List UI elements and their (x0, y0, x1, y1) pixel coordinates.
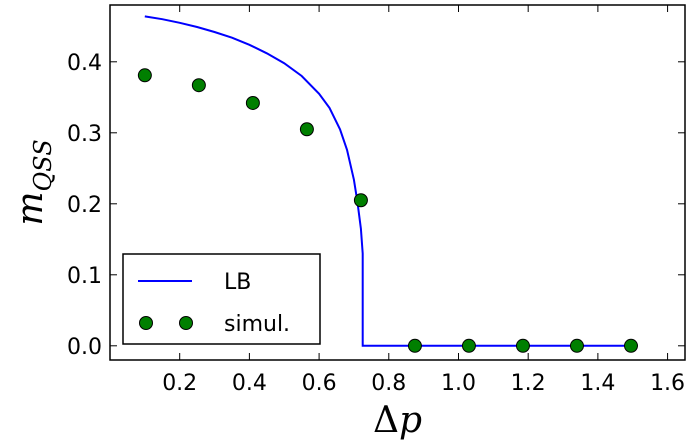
plot-frame (109, 4, 686, 361)
y-tick-label: 0.3 (67, 122, 102, 147)
legend-box (122, 253, 321, 345)
series-line-lb (144, 15, 633, 347)
data-point-simul (569, 338, 584, 353)
data-point-simul (353, 193, 368, 208)
x-tick-label: 1.2 (511, 371, 546, 396)
y-tick-label: 0.2 (67, 193, 102, 218)
y-tick-label: 0.1 (67, 264, 102, 289)
x-tick-label: 0.2 (162, 371, 197, 396)
x-tick-label: 1.0 (441, 371, 476, 396)
x-tick-label: 1.6 (650, 371, 685, 396)
legend: LB simul. (122, 253, 321, 345)
y-tick-label: 0.4 (67, 51, 102, 76)
legend-label-simul: simul. (224, 312, 290, 337)
y-axis-label: mQSS (10, 139, 57, 225)
data-point-simul (623, 338, 638, 353)
data-point-simul (461, 338, 476, 353)
x-axis-label: Δp (373, 400, 422, 441)
legend-label-lb: LB (224, 270, 251, 295)
x-tick-label: 0.6 (302, 371, 337, 396)
tick-labels: 0.2 0.4 0.6 0.8 1.0 1.2 1.4 1.6 0.0 0.1 0.2 0.3 0.4 (67, 51, 685, 396)
x-tick-label: 0.4 (232, 371, 267, 396)
data-point-simul (245, 95, 260, 110)
data-point-simul (407, 338, 422, 353)
legend-marker-swatch (139, 316, 153, 330)
legend-marker-swatch (179, 316, 193, 330)
tick-marks (110, 5, 685, 360)
data-point-simul (515, 338, 530, 353)
data-point-simul (191, 78, 206, 93)
series-layer (137, 15, 638, 353)
data-point-simul (137, 68, 152, 83)
y-tick-label: 0.0 (67, 335, 102, 360)
x-tick-label: 1.4 (580, 371, 615, 396)
x-tick-label: 0.8 (371, 371, 406, 396)
data-point-simul (299, 122, 314, 137)
